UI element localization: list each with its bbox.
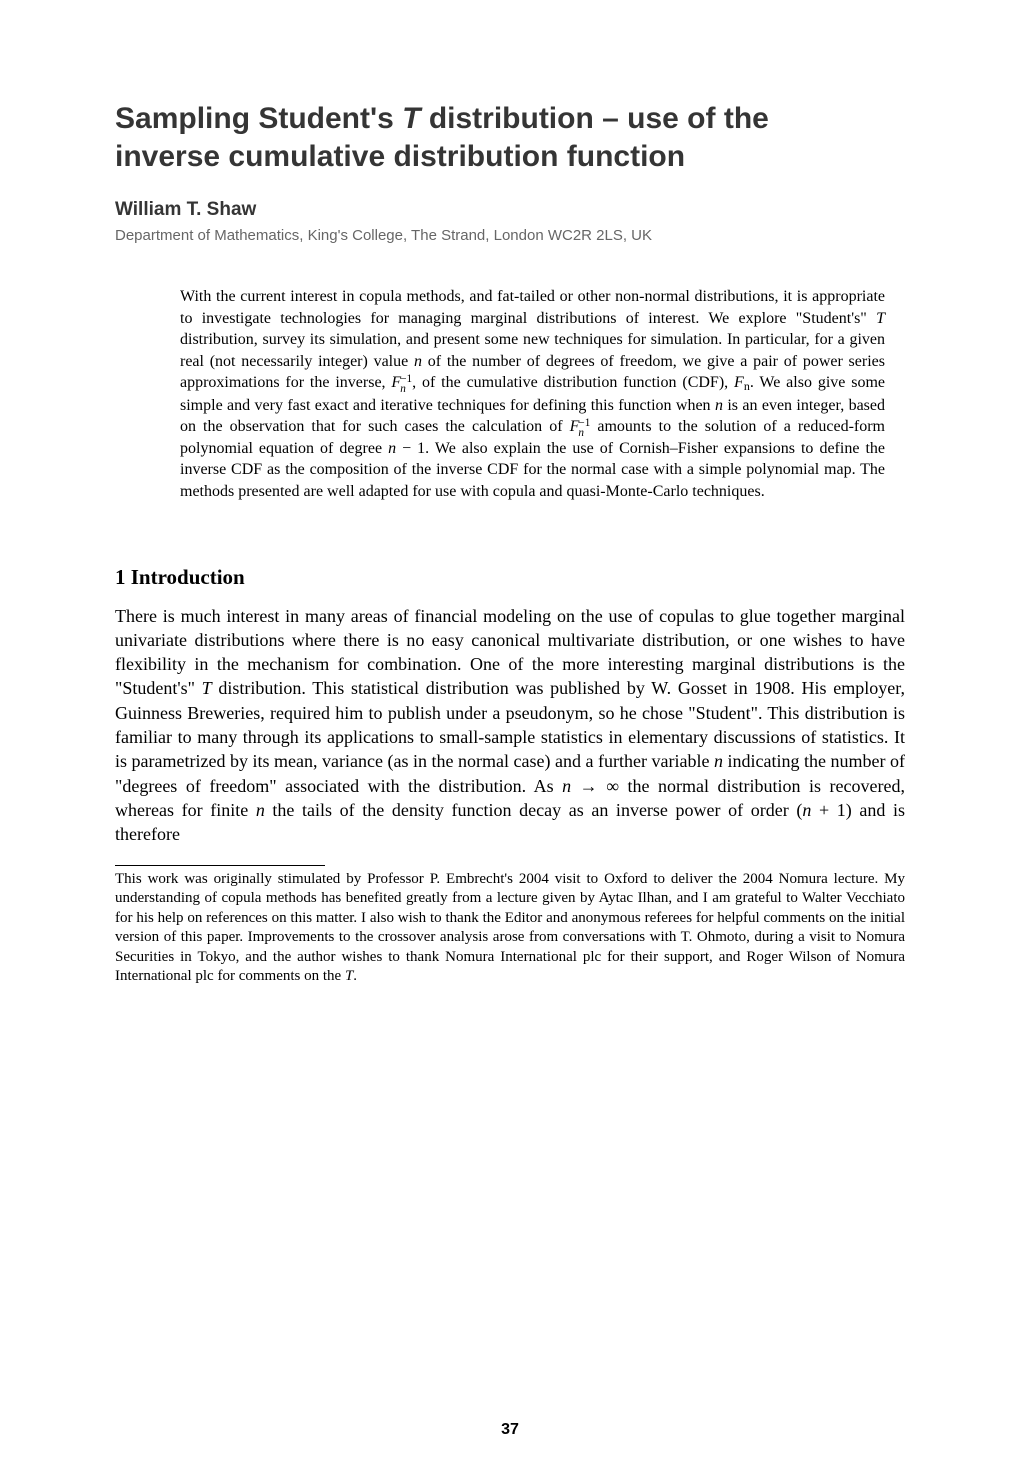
section-heading: 1 Introduction bbox=[115, 565, 905, 590]
section-title: Introduction bbox=[131, 565, 245, 589]
author-name: William T. Shaw bbox=[115, 199, 905, 221]
page-number: 37 bbox=[0, 1421, 1020, 1439]
italic-text: n bbox=[715, 397, 723, 414]
italic-text: n bbox=[388, 440, 396, 457]
italic-text: T bbox=[876, 310, 885, 327]
author-affiliation: Department of Mathematics, King's Colleg… bbox=[115, 227, 905, 244]
body-paragraph: There is much interest in many areas of … bbox=[115, 604, 905, 847]
italic-text: T bbox=[202, 678, 212, 698]
italic-text: n bbox=[414, 353, 422, 370]
supsub: −1n bbox=[578, 418, 590, 438]
title-line1-ital: T bbox=[402, 102, 420, 135]
italic-text: n bbox=[256, 800, 265, 820]
subscript: n bbox=[744, 379, 750, 393]
italic-text: n bbox=[802, 800, 811, 820]
title-line2: inverse cumulative distribution function bbox=[115, 140, 685, 173]
section-number: 1 bbox=[115, 565, 126, 589]
abstract-block: With the current interest in copula meth… bbox=[180, 286, 885, 503]
italic-text: n bbox=[562, 776, 571, 796]
supsub: −1n bbox=[400, 374, 412, 394]
footnote-text: This work was originally stimulated by P… bbox=[115, 870, 905, 987]
title-line1-tail: distribution – use of the bbox=[420, 102, 768, 135]
title-line1-head: Sampling Student's bbox=[115, 102, 402, 135]
footnote-rule bbox=[115, 865, 325, 866]
italic-text: F bbox=[734, 374, 744, 391]
paper-title: Sampling Student's T distribution – use … bbox=[115, 100, 905, 175]
italic-text: T bbox=[345, 968, 353, 984]
italic-text: n bbox=[714, 751, 723, 771]
